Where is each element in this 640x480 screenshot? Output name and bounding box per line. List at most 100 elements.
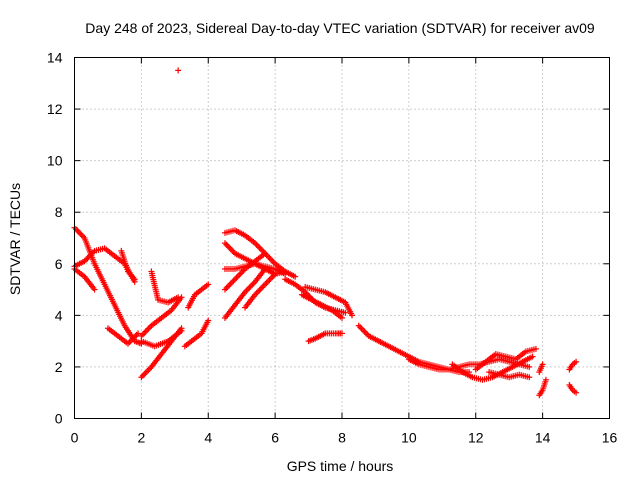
data-point (223, 285, 230, 292)
data-point (145, 325, 152, 332)
data-point (75, 229, 82, 236)
data-point (144, 368, 151, 375)
data-point (131, 276, 138, 283)
data-point (229, 247, 236, 254)
data-point (361, 328, 368, 335)
data-point (526, 374, 533, 381)
data-point (526, 363, 533, 370)
data-point (234, 273, 241, 280)
data-point (267, 275, 274, 282)
data-point (226, 244, 233, 251)
x-tick-label: 10 (401, 430, 417, 446)
data-point (224, 243, 231, 250)
x-tick-label: 14 (535, 430, 551, 446)
data-point (257, 285, 264, 292)
data-point (358, 325, 365, 332)
data-point (139, 372, 146, 379)
data-point (142, 328, 149, 335)
data-point (139, 331, 146, 338)
data-point (233, 274, 240, 281)
data-point (266, 254, 273, 261)
data-point (230, 277, 237, 284)
y-tick-label: 8 (55, 204, 63, 220)
data-point (135, 330, 142, 337)
data-point (339, 314, 345, 321)
data-point (262, 281, 269, 288)
data-point (267, 256, 274, 263)
data-point (142, 369, 149, 376)
data-point (349, 312, 356, 319)
data-point (269, 257, 276, 264)
data-point (254, 243, 261, 250)
x-tick-label: 16 (602, 430, 618, 446)
data-point (262, 265, 269, 272)
data-point (223, 241, 230, 248)
data-point (355, 322, 362, 329)
data-point (175, 294, 182, 301)
data-point (257, 246, 264, 253)
data-point (264, 278, 271, 285)
data-point (254, 288, 261, 295)
data-point (205, 281, 212, 288)
data-point (72, 226, 79, 233)
data-point (229, 279, 236, 286)
data-point (236, 271, 243, 278)
data-point (74, 227, 81, 234)
data-point (227, 246, 234, 253)
x-tick-label: 6 (271, 430, 279, 446)
y-tick-label: 14 (47, 50, 63, 66)
y-axis-label: SDTVAR / TECUs (7, 183, 23, 295)
data-point (282, 268, 289, 275)
data-point (175, 67, 182, 74)
chart-title: Day 248 of 2023, Sidereal Day-to-day VTE… (85, 20, 595, 36)
data-point (232, 276, 238, 283)
data-point (205, 317, 212, 324)
data-point (256, 244, 263, 251)
data-point (270, 259, 277, 266)
x-axis-label: GPS time / hours (287, 458, 394, 474)
y-tick-label: 0 (55, 411, 63, 427)
data-point (227, 280, 234, 287)
data-point (91, 286, 98, 293)
x-tick-label: 12 (468, 430, 484, 446)
data-point (146, 324, 153, 331)
x-tick-label: 0 (71, 430, 79, 446)
data-point (246, 284, 253, 291)
axis-ticks: 0 2 4 6 8 10 12 14 16 0 2 4 6 8 10 12 14 (47, 50, 618, 446)
data-point (141, 330, 148, 337)
data-point (226, 282, 233, 289)
data-point (357, 324, 364, 331)
y-tick-label: 10 (47, 153, 63, 169)
data-point (266, 276, 273, 283)
data-point (256, 287, 263, 294)
y-tick-label: 2 (55, 359, 63, 375)
data-point (145, 366, 152, 373)
data-point (360, 327, 367, 334)
plot-frame (74, 57, 610, 419)
data-point (141, 371, 148, 378)
data-point (126, 339, 133, 346)
data-point (532, 345, 539, 352)
data-point (239, 268, 246, 275)
data-point (253, 241, 260, 248)
data-point (237, 270, 244, 277)
data-point (529, 353, 536, 360)
x-tick-label: 2 (137, 430, 145, 446)
data-point (573, 358, 580, 365)
data-point (573, 389, 580, 396)
data-point (339, 330, 345, 337)
data-point (247, 283, 254, 290)
data-point (263, 279, 270, 286)
data-point (244, 286, 251, 293)
data-point (78, 232, 85, 239)
x-tick-label: 8 (338, 430, 346, 446)
y-tick-label: 12 (47, 101, 63, 117)
data-point (542, 376, 549, 383)
data-point (77, 230, 84, 237)
data-point (292, 273, 299, 280)
grid (74, 57, 610, 419)
data-point (144, 327, 151, 334)
data-point (138, 374, 145, 381)
data-point (342, 309, 349, 316)
